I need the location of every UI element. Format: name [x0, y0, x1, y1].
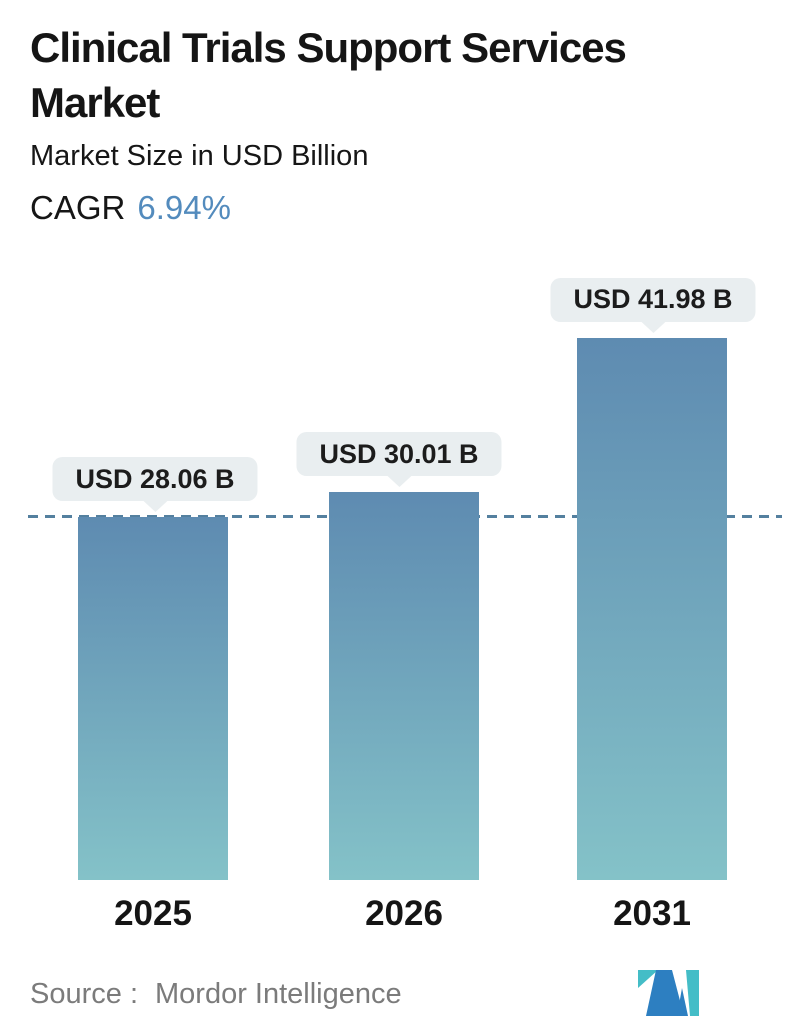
cagr-label: CAGR — [30, 189, 126, 226]
page-title-line1: Clinical Trials Support Services — [30, 24, 627, 71]
bar-2026 — [329, 492, 479, 880]
bar-2025 — [78, 517, 228, 880]
source-label: Source : — [30, 978, 138, 1010]
x-axis-label: 2025 — [114, 894, 192, 933]
page-title-line2: Market — [30, 79, 160, 126]
source-name: Mordor Intelligence — [155, 978, 402, 1010]
bar-2031 — [577, 337, 727, 880]
value-pill: USD 28.06 B — [52, 457, 258, 502]
value-pill: USD 30.01 B — [296, 432, 502, 477]
page-title: Clinical Trials Support Services Market — [30, 20, 627, 130]
source-row: Source : Mordor Intelligence — [30, 978, 402, 1011]
x-axis-label: 2026 — [365, 894, 443, 933]
x-axis-label: 2031 — [613, 894, 691, 933]
chart-subtitle: Market Size in USD Billion — [30, 140, 369, 172]
mordor-intelligence-logo-icon — [638, 970, 699, 1016]
cagr-value: 6.94% — [137, 189, 231, 226]
cagr-row: CAGR 6.94% — [30, 189, 231, 227]
value-pill: USD 41.98 B — [550, 277, 756, 322]
